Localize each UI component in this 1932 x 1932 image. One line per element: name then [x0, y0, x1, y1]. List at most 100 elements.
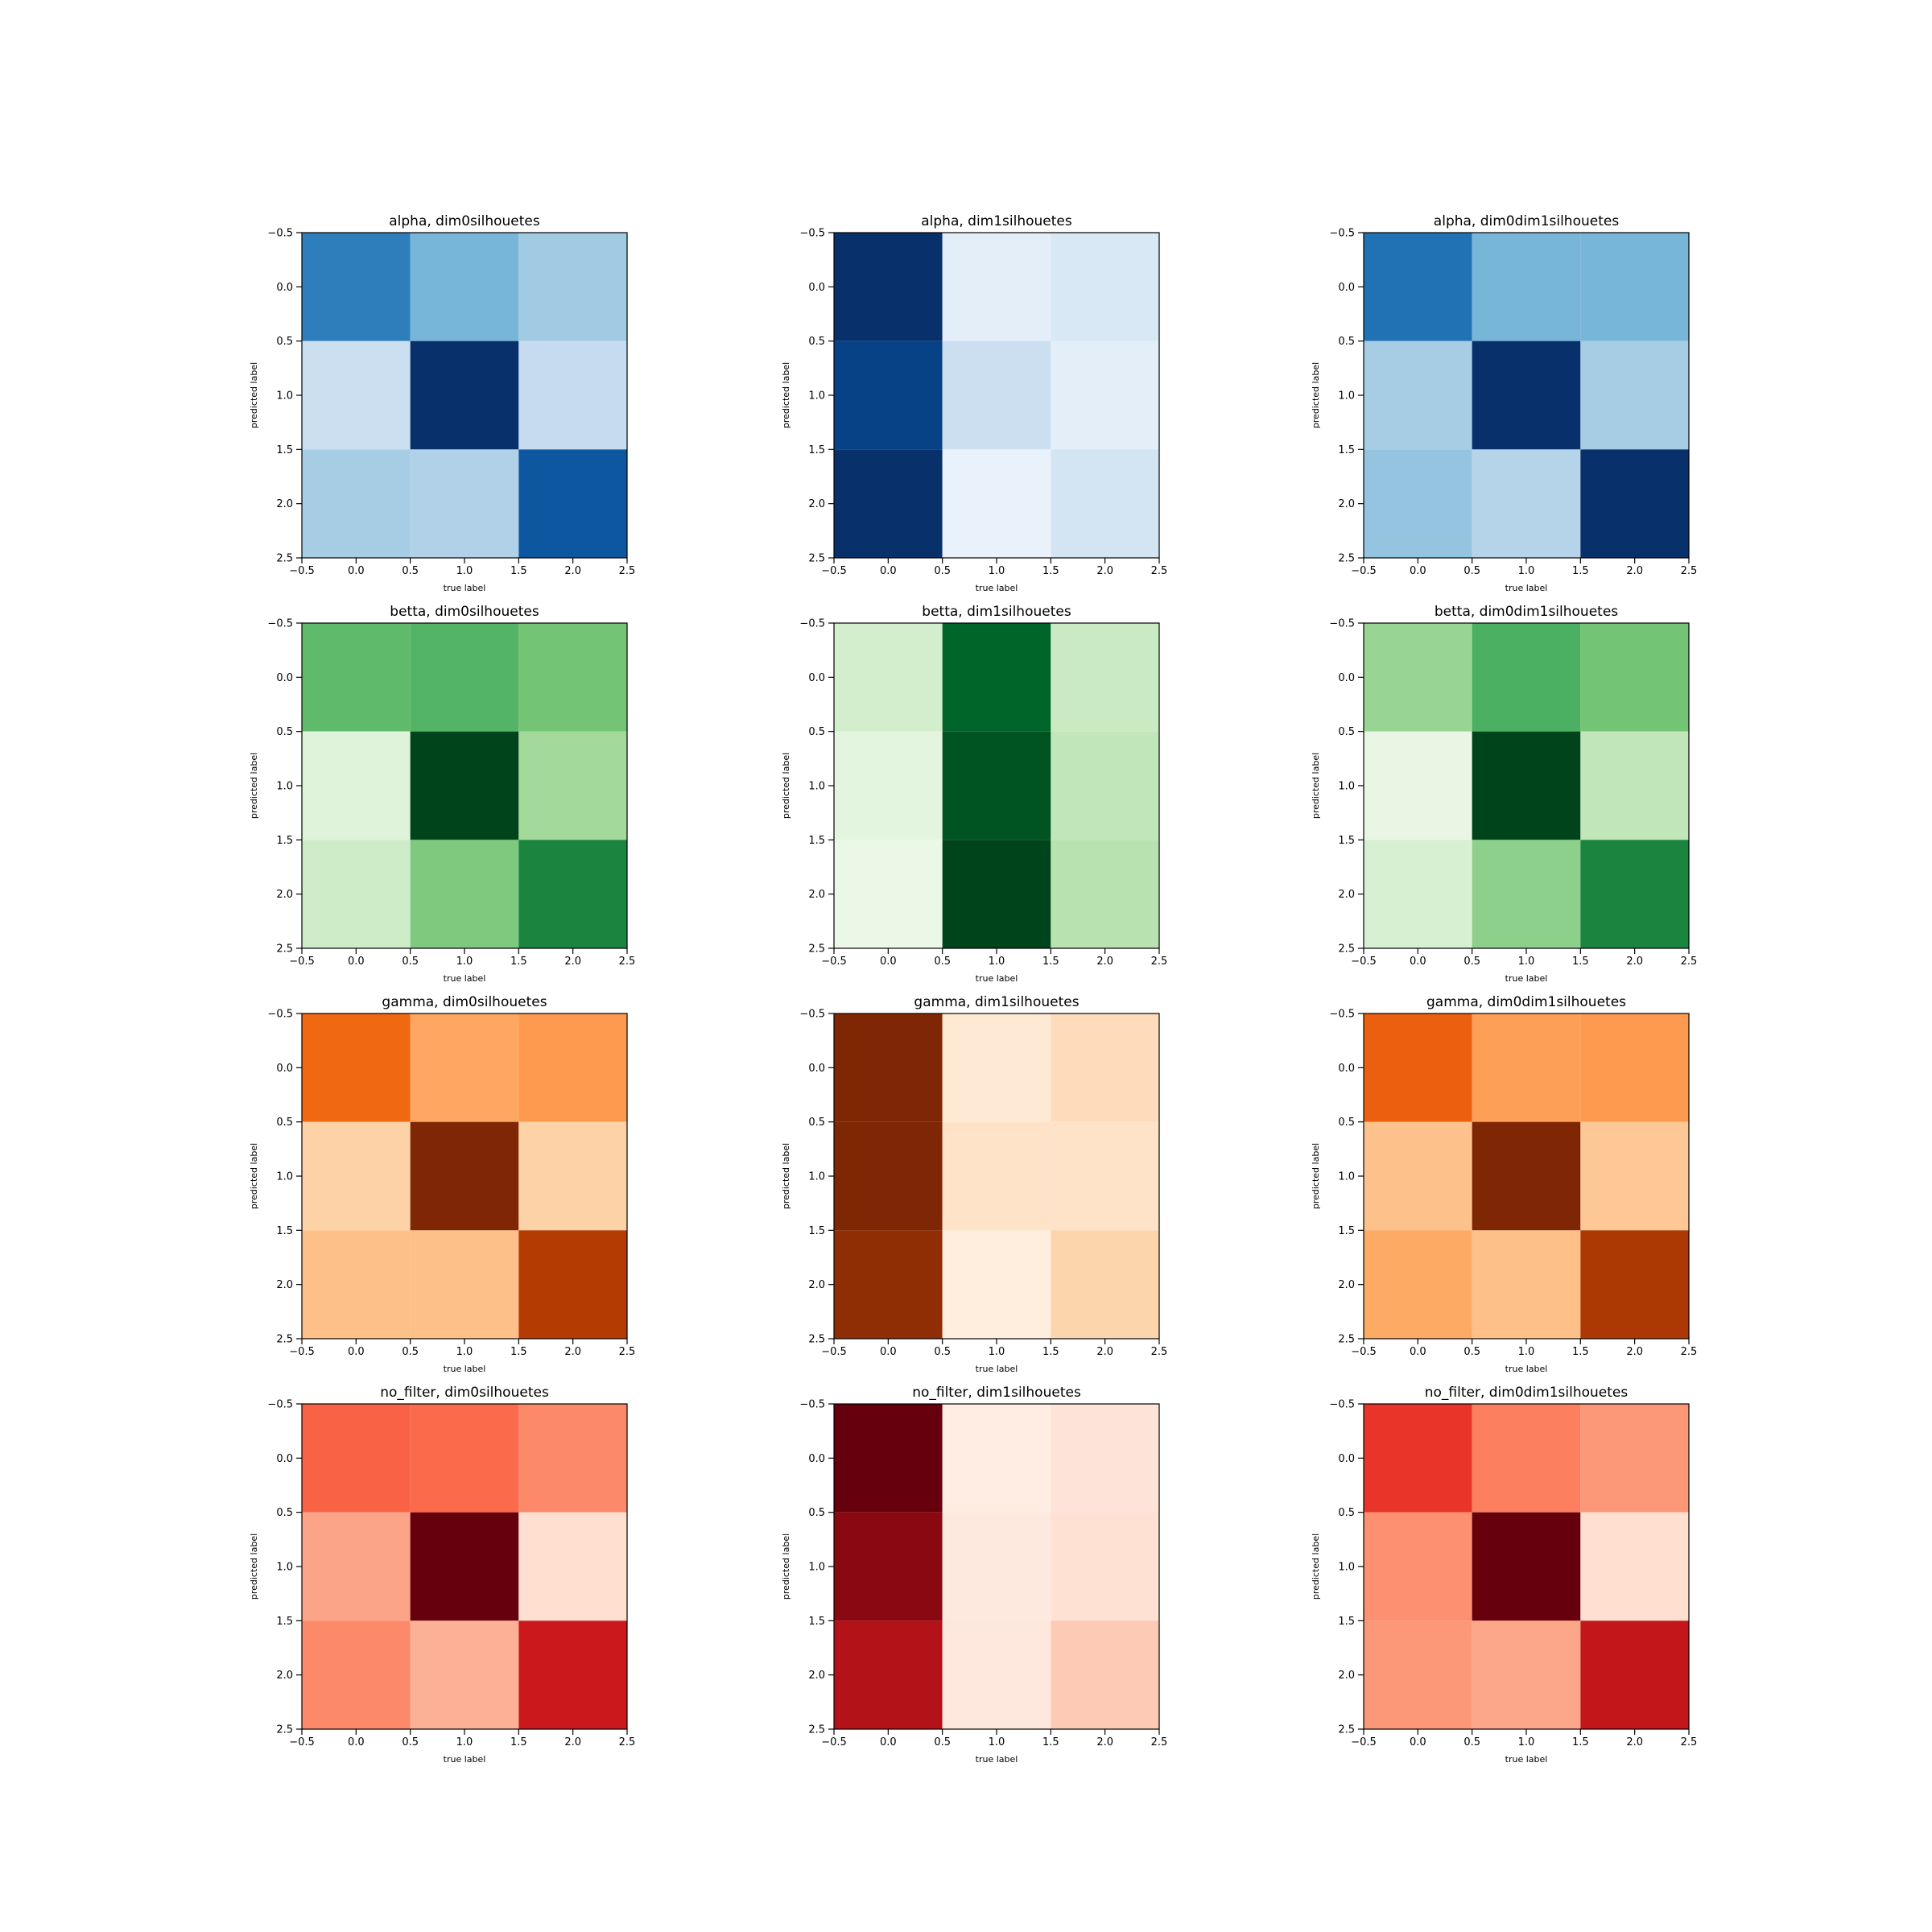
y-tick-label: 1.0 [1338, 1562, 1355, 1574]
x-tick-label: 1.0 [989, 1346, 1005, 1358]
y-tick-label: 0.5 [276, 1507, 293, 1519]
x-tick-label: 0.5 [1463, 1736, 1480, 1748]
y-tick-label: 2.5 [808, 1334, 825, 1346]
x-tick-label: −0.5 [289, 1736, 315, 1748]
x-tick-label: 0.0 [348, 1736, 365, 1748]
x-tick-label: 2.0 [564, 956, 581, 968]
x-axis-label: true label [444, 1754, 486, 1765]
y-axis-label: predicted label [1311, 1534, 1321, 1600]
heatmap-cell [1472, 1013, 1581, 1122]
heatmap-cell [302, 1620, 411, 1729]
y-tick-label: 2.5 [808, 553, 825, 565]
y-tick-label: 1.5 [276, 1225, 293, 1237]
y-tick-label: −0.5 [267, 1399, 293, 1411]
x-tick-label: 0.5 [1463, 1346, 1480, 1358]
y-tick-label: 1.5 [808, 444, 825, 456]
x-tick-label: 2.5 [619, 956, 636, 968]
x-tick-label: 0.5 [402, 565, 419, 577]
heatmap-cell [1364, 1121, 1472, 1231]
heatmap-cell [1051, 731, 1159, 840]
heatmap-cell [834, 623, 943, 732]
heatmap-cell [1472, 1121, 1581, 1231]
y-tick-label: 1.5 [1338, 1225, 1355, 1237]
panel-title: alpha, dim0dim1silhouetes [1434, 213, 1620, 229]
heatmap-cell [518, 341, 627, 450]
x-tick-label: 0.0 [880, 1346, 897, 1358]
y-tick-label: 2.0 [808, 1279, 825, 1291]
y-tick-label: 1.0 [276, 1171, 293, 1183]
heatmap-cell [1472, 840, 1581, 948]
y-tick-label: 0.0 [808, 282, 825, 294]
x-tick-label: 1.5 [1042, 1346, 1059, 1358]
y-tick-label: 1.0 [808, 390, 825, 402]
heatmap-cell [1051, 233, 1159, 341]
y-tick-label: −0.5 [267, 1009, 293, 1021]
x-tick-label: 2.5 [1151, 565, 1168, 577]
heatmap-cell [302, 1230, 411, 1339]
y-tick-label: 0.5 [1338, 1117, 1355, 1129]
y-tick-label: 1.5 [276, 1616, 293, 1628]
y-tick-label: 0.0 [808, 1453, 825, 1465]
x-tick-label: 2.0 [1096, 1736, 1113, 1748]
y-tick-label: −0.5 [1329, 1399, 1355, 1411]
heatmap-cell [834, 840, 943, 948]
x-axis-label: true label [444, 1364, 486, 1374]
heatmap-cell [834, 233, 943, 341]
heatmap-cell [1051, 840, 1159, 948]
x-tick-label: 2.5 [619, 1346, 636, 1358]
x-tick-label: −0.5 [1351, 565, 1377, 577]
x-tick-label: −0.5 [289, 1346, 315, 1358]
panel-title: betta, dim1silhouetes [922, 604, 1071, 620]
heatmap-cell [1364, 731, 1472, 840]
y-tick-label: 2.5 [808, 1724, 825, 1736]
x-tick-label: 2.0 [564, 1736, 581, 1748]
heatmap-cell [1580, 233, 1689, 341]
heatmap-cell [834, 1512, 943, 1621]
y-tick-label: 2.0 [276, 498, 293, 510]
y-tick-label: 2.5 [1338, 553, 1355, 565]
x-tick-label: 1.5 [510, 956, 527, 968]
x-tick-label: 1.0 [1518, 565, 1535, 577]
y-tick-label: 1.0 [1338, 781, 1355, 793]
x-tick-label: 0.0 [1410, 1346, 1426, 1358]
y-tick-label: 0.5 [808, 1507, 825, 1519]
heatmap-cell [1051, 1121, 1159, 1231]
x-tick-label: −0.5 [821, 1736, 847, 1748]
y-tick-label: −0.5 [267, 228, 293, 240]
heatmap-cell [410, 1512, 519, 1621]
y-axis-label: predicted label [249, 1534, 259, 1600]
y-tick-label: 0.0 [808, 672, 825, 684]
y-tick-label: 1.0 [808, 1171, 825, 1183]
y-tick-label: −0.5 [799, 1009, 825, 1021]
x-tick-label: 0.0 [880, 1736, 897, 1748]
heatmap-cell [518, 449, 627, 558]
x-tick-label: 0.0 [1410, 956, 1426, 968]
panel-title: gamma, dim1silhouetes [914, 994, 1079, 1010]
heatmap-cell [942, 623, 1051, 732]
y-tick-label: 0.5 [808, 1117, 825, 1129]
y-tick-label: 2.5 [276, 1334, 293, 1346]
y-tick-label: 1.5 [1338, 1616, 1355, 1628]
x-tick-label: 0.5 [402, 956, 419, 968]
heatmap-cell [518, 1230, 627, 1339]
x-tick-label: 1.0 [989, 956, 1005, 968]
heatmap-cell [302, 840, 411, 948]
heatmap-cell [518, 1121, 627, 1231]
y-tick-label: 0.0 [276, 1063, 293, 1075]
x-tick-label: −0.5 [821, 956, 847, 968]
heatmap-cell [1051, 1512, 1159, 1621]
heatmap-cell [518, 233, 627, 341]
heatmap-cell [302, 233, 411, 341]
heatmap-cell [1580, 341, 1689, 450]
y-axis-label: predicted label [1311, 753, 1321, 819]
y-tick-label: 2.5 [1338, 1724, 1355, 1736]
heatmap-cell [1472, 1404, 1581, 1513]
x-tick-label: 2.0 [564, 1346, 581, 1358]
y-tick-label: −0.5 [267, 618, 293, 630]
y-tick-label: 2.5 [808, 943, 825, 956]
y-tick-label: 0.0 [1338, 1063, 1355, 1075]
y-tick-label: 2.0 [1338, 498, 1355, 510]
x-tick-label: 1.5 [1572, 956, 1589, 968]
heatmap-cell [1364, 233, 1472, 341]
heatmap-cell [1580, 731, 1689, 840]
